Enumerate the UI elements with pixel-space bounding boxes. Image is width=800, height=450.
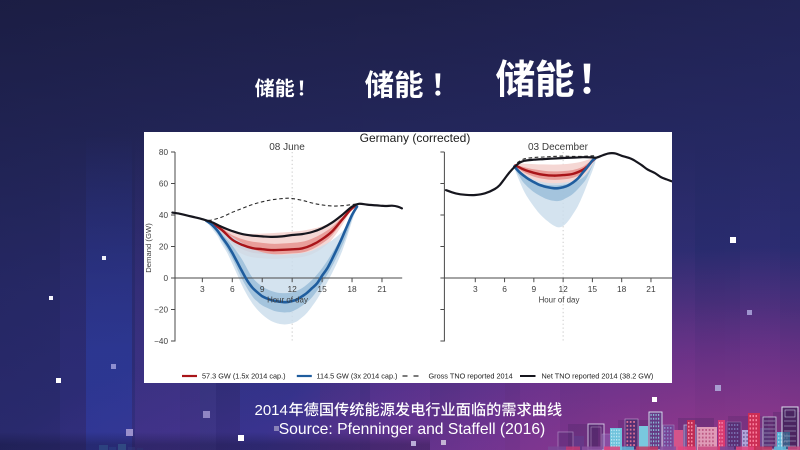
svg-text:3: 3 xyxy=(473,284,478,294)
svg-text:60: 60 xyxy=(159,180,169,189)
svg-text:03 December: 03 December xyxy=(528,142,589,153)
svg-text:15: 15 xyxy=(588,284,598,294)
svg-text:Hour of day: Hour of day xyxy=(539,296,580,305)
svg-text:2014: 2014 xyxy=(255,402,288,419)
svg-text:40: 40 xyxy=(159,211,169,220)
svg-text:15: 15 xyxy=(317,284,327,294)
svg-text:57.3 GW (1.5x 2014 cap.): 57.3 GW (1.5x 2014 cap.) xyxy=(202,372,286,381)
svg-text:Demand (GW): Demand (GW) xyxy=(144,223,153,273)
svg-text:9: 9 xyxy=(260,284,265,294)
svg-text:08 June: 08 June xyxy=(269,142,305,153)
svg-text:12: 12 xyxy=(287,284,297,294)
svg-text:80: 80 xyxy=(159,148,169,157)
svg-text:−20: −20 xyxy=(154,306,168,315)
svg-text:Hour of day: Hour of day xyxy=(267,296,308,305)
svg-text:0: 0 xyxy=(163,274,168,283)
svg-text:Gross TNO reported 2014: Gross TNO reported 2014 xyxy=(429,372,513,381)
svg-text:−40: −40 xyxy=(154,337,168,346)
svg-text:6: 6 xyxy=(230,284,235,294)
svg-text:Source: Pfenninger and Staffel: Source: Pfenninger and Staffell (2016) xyxy=(279,421,546,438)
svg-text:12: 12 xyxy=(558,284,568,294)
svg-text:Germany (corrected): Germany (corrected) xyxy=(360,132,471,145)
svg-text:Net TNO reported 2014 (38.2 GW: Net TNO reported 2014 (38.2 GW) xyxy=(542,372,654,381)
svg-text:6: 6 xyxy=(502,284,507,294)
svg-text:114.5 GW (3x 2014 cap.): 114.5 GW (3x 2014 cap.) xyxy=(317,372,398,381)
svg-text:21: 21 xyxy=(646,284,656,294)
svg-text:3: 3 xyxy=(200,284,205,294)
svg-text:21: 21 xyxy=(377,284,387,294)
svg-text:18: 18 xyxy=(617,284,627,294)
svg-text:20: 20 xyxy=(159,243,169,252)
svg-text:18: 18 xyxy=(347,284,357,294)
svg-text:9: 9 xyxy=(532,284,537,294)
